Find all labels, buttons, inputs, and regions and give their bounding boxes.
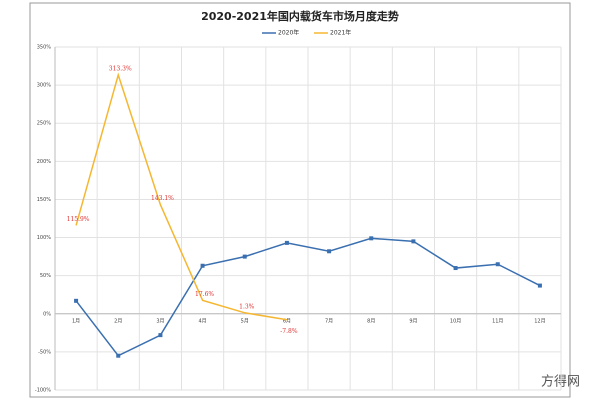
y-tick-label: 350% [37,45,52,51]
x-tick-label: 10月 [450,318,461,324]
y-tick-label: 100% [37,235,52,241]
y-tick-label: -50% [38,349,51,355]
data-label: 1.3% [239,303,255,310]
data-label: 115.9% [67,216,90,223]
x-tick-label: 4月 [198,318,206,324]
x-tick-label: 8月 [367,318,375,324]
data-label: -7.8% [280,328,298,335]
y-tick-label: -100% [35,388,51,394]
point-marker [411,239,416,244]
x-tick-label: 12月 [534,318,545,324]
series-line [75,237,541,357]
y-tick-label: 250% [37,121,52,127]
x-tick-label: 9月 [409,318,417,324]
series-line [75,72,288,321]
point-marker [200,263,205,268]
legend-label: 2021年 [330,29,351,37]
x-tick-label: 7月 [325,318,333,324]
y-tick-label: 200% [37,159,52,165]
point-marker [284,240,289,245]
point-marker [242,254,247,259]
x-tick-label: 1月 [72,318,80,324]
point-marker [116,353,121,358]
chart-title: 2020-2021年国内载货车市场月度走势 [201,9,399,23]
point-marker [74,298,79,303]
point-marker [158,333,163,338]
x-tick-label: 2月 [114,318,122,324]
y-tick-label: 0% [43,311,51,317]
point-marker [495,262,500,267]
x-tick-label: 3月 [156,318,164,324]
y-tick-label: 300% [37,83,52,89]
x-tick-label: 11月 [492,318,503,324]
legend-label: 2020年 [278,29,299,37]
x-tick-label: 6月 [283,318,291,324]
chart-frame [29,2,571,398]
data-label: 143.1% [151,195,174,202]
x-tick-label: 5月 [241,318,249,324]
data-label: 17.6% [195,291,214,298]
y-tick-label: 150% [37,197,52,203]
point-marker [327,249,332,254]
point-marker [369,236,374,241]
data-label: 313.3% [109,65,132,72]
point-marker [453,266,458,271]
watermark: 方得网 [541,374,580,390]
point-marker [537,283,542,288]
y-tick-label: 50% [40,273,51,279]
